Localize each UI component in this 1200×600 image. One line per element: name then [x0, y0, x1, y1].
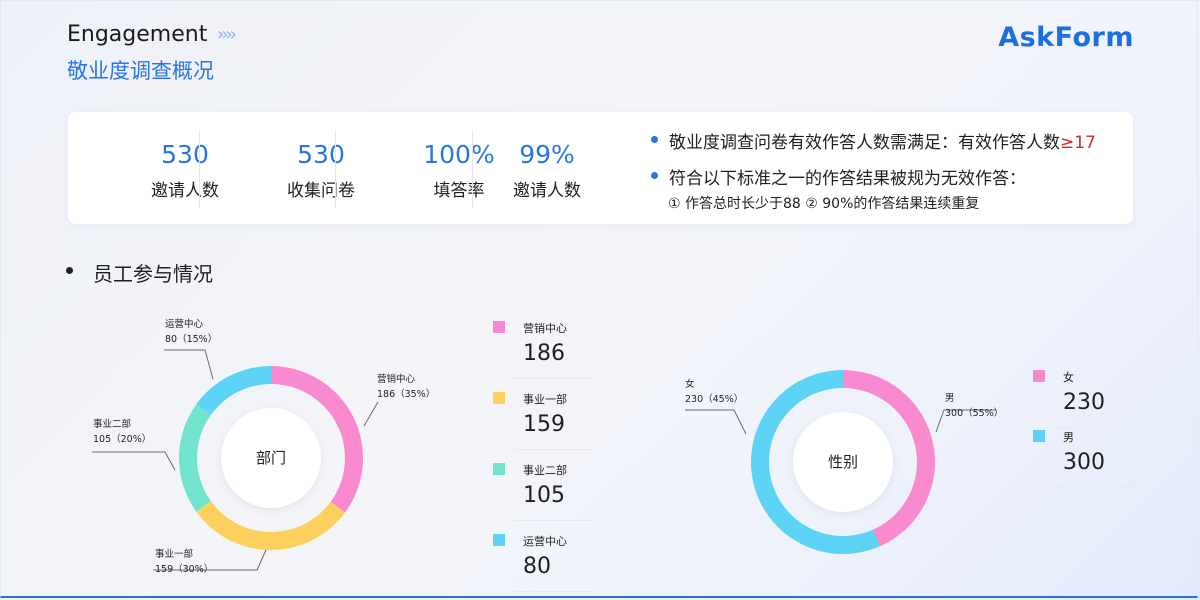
divider: [472, 130, 473, 208]
legend-swatch: [493, 321, 505, 333]
legend-value: 300: [1063, 450, 1105, 475]
slice-label-name: 女: [685, 378, 695, 390]
slice-label-value: 105（20%）: [93, 433, 151, 445]
legend-label: 事业一部: [523, 393, 567, 406]
legend-swatch: [493, 392, 505, 404]
chevron-right-icon: ››››: [217, 24, 237, 45]
donut-slice: [751, 370, 881, 554]
leader-line: [153, 549, 267, 571]
stat-label: 邀请人数: [151, 181, 219, 201]
legend-label: 女: [1063, 371, 1074, 384]
slice-label-name: 男: [945, 393, 955, 404]
page-title: 敬业度调查概况: [67, 59, 214, 83]
donut-slice: [196, 366, 271, 415]
rules-panel: 敬业度调查问卷有效作答人数需满足：有效作答人数≥17 符合以下标准之一的作答结果…: [648, 112, 1128, 224]
legend-label: 运营中心: [523, 535, 567, 548]
divider: [199, 130, 200, 208]
bullet-icon: [651, 136, 658, 143]
leader-line: [935, 409, 996, 433]
leader-line: [685, 409, 747, 435]
leader-line: [164, 349, 214, 380]
legend-swatch: [493, 534, 505, 546]
rule-threshold: ≥17: [1060, 133, 1096, 153]
legend-swatch: [493, 463, 505, 475]
stat-value: 100%: [423, 140, 495, 169]
stat-value: 530: [297, 140, 345, 169]
leader-line: [363, 401, 379, 427]
stat-value: 99%: [519, 140, 575, 169]
stat-label: 填答率: [433, 181, 485, 201]
donut-center-label: 性别: [828, 453, 858, 471]
department-donut-chart: 部门 营销中心 186（35%） 事业一部 159（30%） 事业二部 105（20%） 运营…: [92, 318, 435, 575]
stat-collected: 530 收集问卷: [256, 112, 386, 224]
bullet-icon: [66, 267, 73, 274]
stats-card: 530 邀请人数 530 收集问卷 100% 填答率 99% 邀请人数 敬业度调…: [68, 112, 1133, 224]
rule-text: 敬业度调查问卷有效作答人数需满足：有效作答人数: [669, 133, 1060, 153]
rule-line-2: 符合以下标准之一的作答结果被规为无效作答：: [669, 169, 1026, 189]
legend-swatch: [1033, 430, 1045, 442]
legend-value: 159: [523, 412, 565, 437]
legend-value: 105: [523, 483, 565, 508]
legend-label: 事业二部: [523, 464, 567, 477]
donut-slice: [271, 366, 364, 513]
slice-label-value: 159（30%）: [155, 563, 213, 575]
donut-slice: [843, 370, 936, 547]
donut-slice: [196, 501, 346, 551]
stat-invited: 530 邀请人数: [120, 112, 250, 224]
legend-label: 男: [1063, 431, 1074, 444]
stat-value: 530: [161, 140, 209, 169]
legend-value: 80: [523, 554, 551, 579]
stat-label: 收集问卷: [287, 181, 355, 201]
stat-label: 邀请人数: [513, 181, 581, 201]
slice-label-value: 230（45%）: [685, 393, 743, 405]
gender-donut-chart: 性别 女 230（45%） 男 300（55%）: [685, 370, 1003, 554]
slice-label-value: 80（15%）: [165, 333, 217, 345]
bullet-icon: [651, 172, 658, 179]
legend-label: 营销中心: [523, 322, 567, 335]
legend-divider: [513, 449, 593, 450]
slice-label-name: 事业一部: [155, 548, 193, 560]
slice-label-value: 300（55%）: [945, 407, 1003, 419]
legend-divider: [1053, 427, 1133, 428]
section-title: 员工参与情况: [93, 262, 213, 286]
rule-line-3: ① 作答总时长少于88 ② 90%的作答结果连续重复: [668, 196, 980, 212]
legend-divider: [1053, 487, 1133, 488]
leader-line: [92, 451, 176, 471]
rule-line-1: 敬业度调查问卷有效作答人数需满足：有效作答人数≥17: [669, 128, 1096, 153]
donut-center: [221, 408, 321, 508]
donut-center-label: 部门: [256, 449, 286, 467]
legend-value: 186: [523, 341, 565, 366]
slice-label-name: 运营中心: [165, 318, 204, 330]
stat-valid-rate: 99% 邀请人数: [482, 112, 612, 224]
legend-divider: [513, 591, 593, 592]
page-title-english: Engagement: [67, 22, 208, 47]
donut-slice: [178, 404, 211, 512]
slice-label-name: 事业二部: [93, 418, 131, 430]
stat-response-rate: 100% 填答率: [394, 112, 524, 224]
legend-divider: [513, 378, 593, 379]
legend-value: 230: [1063, 390, 1105, 415]
donut-center: [793, 412, 893, 512]
divider: [335, 130, 336, 208]
brand-logo: AskForm: [998, 22, 1134, 53]
slice-label-name: 营销中心: [377, 373, 416, 385]
slice-label-value: 186（35%）: [377, 388, 435, 400]
legend-swatch: [1033, 370, 1045, 382]
legend-divider: [513, 520, 593, 521]
